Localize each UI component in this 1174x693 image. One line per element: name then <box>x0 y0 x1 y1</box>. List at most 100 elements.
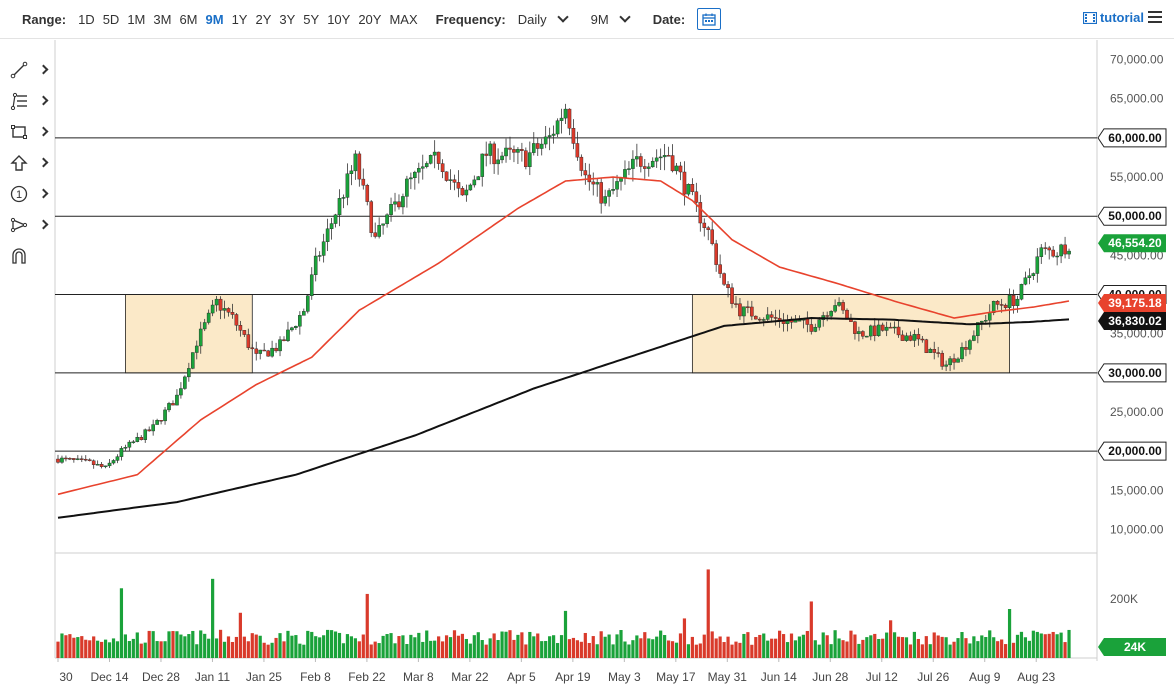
volume-bar <box>1047 633 1051 658</box>
candle-body <box>714 243 718 265</box>
volume-bar <box>571 637 576 658</box>
volume-bar <box>591 636 595 658</box>
y-tick-label: 50,000.00 <box>1110 209 1164 223</box>
volume-bar <box>781 634 786 658</box>
moving-average-long <box>57 316 1070 519</box>
level-badge-text: 50,000.00 <box>1108 209 1162 223</box>
x-tick-label: Jul 12 <box>866 670 898 684</box>
volume-bar <box>329 630 334 658</box>
range-button-9m[interactable]: 9M <box>205 11 224 27</box>
range-button-3y[interactable]: 3Y <box>279 11 296 27</box>
volume-bar <box>631 640 635 658</box>
y-tick-label: 10,000.00 <box>1110 523 1164 537</box>
volume-bar <box>841 640 845 658</box>
date-picker-button[interactable] <box>697 8 722 30</box>
candle-body <box>187 368 191 378</box>
candle-body <box>420 166 425 169</box>
trend-line-tool[interactable] <box>10 54 50 85</box>
range-button-6m[interactable]: 6M <box>179 11 198 27</box>
pattern-tool[interactable] <box>10 209 50 240</box>
volume-bar <box>179 634 183 658</box>
range-button-2y[interactable]: 2Y <box>255 11 272 27</box>
candle-body <box>103 465 108 468</box>
candle-body <box>1067 250 1071 255</box>
candle-body <box>1063 244 1067 255</box>
range-button-max[interactable]: MAX <box>389 11 418 27</box>
level-badge: 50,000.00 <box>1097 206 1167 226</box>
rectangle-tool[interactable] <box>10 116 50 147</box>
candle-body <box>849 319 853 322</box>
candle-body <box>484 153 489 156</box>
volume-bar <box>678 633 683 658</box>
volume-bar <box>357 641 361 658</box>
number-marker-tool[interactable]: 1 <box>10 178 50 209</box>
range-button-10y[interactable]: 10Y <box>327 11 351 27</box>
candle-body <box>274 347 278 352</box>
volume-bar <box>928 644 932 658</box>
volume-bar <box>1039 633 1043 658</box>
y-tick-label: 40,000.00 <box>1110 288 1164 302</box>
arrow-tool[interactable] <box>10 147 50 178</box>
candle-body <box>674 165 679 172</box>
candle-body <box>329 223 334 230</box>
candle-body <box>547 135 552 138</box>
volume-bar <box>464 638 468 658</box>
frequency-select[interactable]: Daily <box>518 11 569 27</box>
range-buttons: 1D 5D 1M 3M 6M 9M 1Y 2Y 3Y 5Y 10Y 20Y MAX <box>74 12 422 27</box>
volume-bar <box>587 642 591 658</box>
range-button-1y[interactable]: 1Y <box>231 11 248 27</box>
volume-bar <box>353 638 357 658</box>
volume-bar <box>115 641 120 658</box>
chevron-right-icon <box>38 188 49 199</box>
range-button-5y[interactable]: 5Y <box>303 11 320 27</box>
volume-bar <box>440 641 445 658</box>
y-tick-label: 45,000.00 <box>1110 248 1164 262</box>
volume-bar <box>797 636 802 658</box>
candle-body <box>60 457 64 463</box>
hamburger-menu-icon[interactable] <box>1148 11 1162 26</box>
candle-body <box>611 189 615 191</box>
candle-body <box>440 163 445 173</box>
candle-body <box>516 149 520 153</box>
candle-body <box>845 309 849 320</box>
range-button-20y[interactable]: 20Y <box>358 11 382 27</box>
volume-bar <box>171 631 175 658</box>
tutorial-link[interactable]: tutorial <box>1082 10 1144 25</box>
volume-bar <box>151 631 155 658</box>
magnet-tool[interactable] <box>10 240 50 271</box>
volume-bar <box>575 640 579 658</box>
value-badge-text: 36,830.02 <box>1108 314 1162 328</box>
range-label: Range: <box>22 11 67 27</box>
range-button-5d[interactable]: 5D <box>102 11 120 27</box>
candle-body <box>746 306 750 308</box>
candle-body <box>1055 255 1059 258</box>
volume-bar <box>666 640 671 658</box>
magnet-icon <box>12 247 26 264</box>
volume-bar <box>409 634 413 658</box>
candle-body <box>980 320 984 323</box>
volume-bar <box>437 636 441 658</box>
candle-body <box>87 459 92 461</box>
volume-bar <box>793 640 798 658</box>
range-button-3m[interactable]: 3M <box>153 11 172 27</box>
range-button-1m[interactable]: 1M <box>127 11 146 27</box>
volume-bar <box>135 632 139 658</box>
volume-bar <box>341 643 346 658</box>
volume-bar <box>853 634 857 658</box>
volume-bar <box>956 638 960 658</box>
volume-bar <box>488 638 492 658</box>
volume-bar <box>187 634 191 658</box>
volume-bar <box>64 635 68 658</box>
candle-body <box>956 358 960 363</box>
candle-body <box>1015 298 1020 306</box>
volume-bar <box>877 638 881 658</box>
fib-tool[interactable] <box>10 85 50 116</box>
volume-bar <box>373 641 377 658</box>
candle-body <box>266 350 270 357</box>
volume-bar <box>258 635 262 658</box>
period-select[interactable]: 9M <box>591 11 631 27</box>
chart-toolbar: Range: 1D 5D 1M 3M 6M 9M 1Y 2Y 3Y 5Y 10Y 20Y MAX Fre… <box>0 0 1174 39</box>
range-button-1d[interactable]: 1D <box>78 11 95 27</box>
candle-body <box>1019 283 1024 300</box>
